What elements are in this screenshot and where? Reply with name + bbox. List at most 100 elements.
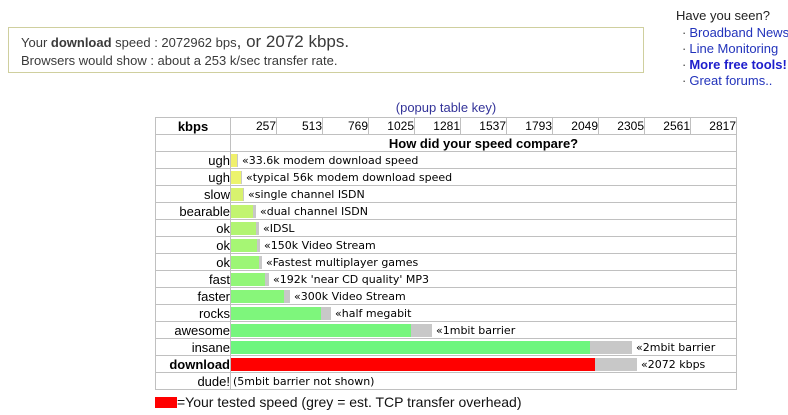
bar-overhead [257, 238, 260, 252]
bullet-icon: · [682, 41, 687, 56]
row-label: bearable [155, 202, 231, 220]
bullet-icon: · [682, 73, 687, 88]
bar-overhead [259, 255, 262, 269]
bar-overhead [590, 340, 632, 354]
speed-bar: «single channel ISDN [231, 187, 736, 202]
link-line-monitoring[interactable]: · Line Monitoring [676, 41, 786, 57]
axis-tick: 2049 [552, 117, 599, 135]
speed-bar: «192k 'near CD quality' MP3 [231, 272, 736, 287]
download-word: download [50, 35, 112, 50]
bar-annotation: «dual channel ISDN [260, 204, 368, 218]
table-row-download: download «2072 kbps [155, 355, 737, 373]
axis-tick: 1537 [460, 117, 507, 135]
link-broadband-news-label[interactable]: Broadband News [689, 25, 788, 40]
bar-annotation: «300k Video Stream [294, 289, 406, 303]
bar-annotation: «single channel ISDN [248, 187, 365, 201]
row-label: ugh [155, 151, 231, 169]
bullet-icon: · [682, 57, 687, 72]
row-label: fast [155, 270, 231, 288]
axis-tick: 513 [276, 117, 323, 135]
tested-speed-bar: «2072 kbps [231, 357, 736, 372]
legend-text: =Your tested speed (grey = est. TCP tran… [177, 394, 522, 410]
speed-result-box: Your download speed : 2072962 bps, or 20… [8, 27, 644, 73]
row-label: dude! [155, 372, 231, 390]
speed-bar: «half megabit [231, 306, 736, 321]
bar-annotation: «IDSL [263, 221, 295, 235]
bar-annotation: «2mbit barrier [636, 340, 716, 354]
row-label-download: download [155, 355, 231, 373]
row-label: ugh [155, 168, 231, 186]
link-more-free-tools-label[interactable]: More free tools! [689, 57, 787, 72]
bar-annotation: «typical 56k modem download speed [246, 170, 453, 184]
link-great-forums-label[interactable]: Great forums.. [689, 73, 773, 88]
speed-bar: «IDSL [231, 221, 736, 236]
speed-bar: «Fastest multiplayer games [231, 255, 736, 270]
table-row: ok «150k Video Stream [155, 236, 737, 254]
empty-cell [155, 134, 231, 152]
speed-kbps-value: , or 2072 kbps. [236, 32, 350, 51]
table-row: awesome «1mbit barrier [155, 321, 737, 339]
bar-annotation: «half megabit [335, 306, 412, 320]
browser-rate-line: Browsers would show : about a 253 k/sec … [21, 53, 338, 68]
popup-table-key-link[interactable]: (popup table key) [395, 100, 497, 115]
bar-annotation: «192k 'near CD quality' MP3 [273, 272, 430, 286]
bar-overhead [595, 357, 637, 371]
bar-overhead [265, 272, 269, 286]
row-label: awesome [155, 321, 231, 339]
bar-fill [231, 204, 253, 218]
speed-bar: «150k Video Stream [231, 238, 736, 253]
table-row: ugh «33.6k modem download speed [155, 151, 737, 169]
chart-title-row: How did your speed compare? [155, 134, 737, 152]
axis-tick: 2817 [690, 117, 737, 135]
bar-annotation: «150k Video Stream [264, 238, 376, 252]
bar-fill [231, 255, 259, 269]
axis-tick: 257 [230, 117, 277, 135]
bar-overhead [411, 323, 432, 337]
bar-annotation: «2072 kbps [641, 357, 706, 371]
table-row: ugh «typical 56k modem download speed [155, 168, 737, 186]
speed-compare-table: kbps 257 513 769 1025 1281 1537 1793 204… [155, 117, 737, 390]
speed-bps-value: speed : 2072962 bps [111, 35, 237, 50]
row-label: rocks [155, 304, 231, 322]
bar-fill [231, 272, 265, 286]
link-more-free-tools[interactable]: · More free tools! [676, 57, 787, 73]
bar-overhead [256, 221, 259, 235]
row-label: ok [155, 219, 231, 237]
bar-fill [231, 153, 237, 167]
axis-header-row: kbps 257 513 769 1025 1281 1537 1793 204… [155, 117, 737, 135]
bar-fill-red [231, 357, 595, 371]
bar-fill [231, 238, 257, 252]
bar-overhead [237, 153, 238, 167]
bar-fill [231, 306, 321, 320]
table-row: fast «192k 'near CD quality' MP3 [155, 270, 737, 288]
bar-fill [231, 340, 590, 354]
bar-overhead [253, 204, 256, 218]
bar-fill [231, 187, 243, 201]
bar-annotation: «1mbit barrier [436, 323, 516, 337]
table-row: ok «Fastest multiplayer games [155, 253, 737, 271]
link-great-forums[interactable]: · Great forums.. [676, 73, 786, 89]
bar-overhead [284, 289, 290, 303]
legend: =Your tested speed (grey = est. TCP tran… [155, 394, 522, 410]
download-speed-line: Your download speed : 2072962 bps, or 20… [21, 31, 643, 53]
bar-fill [231, 221, 256, 235]
table-row: dude! (5mbit barrier not shown) [155, 372, 737, 390]
table-row: bearable «dual channel ISDN [155, 202, 737, 220]
speed-bar: «1mbit barrier [231, 323, 736, 338]
no-bar-note: (5mbit barrier not shown) [232, 374, 736, 389]
bar-annotation: «33.6k modem download speed [242, 153, 419, 167]
table-row: slow «single channel ISDN [155, 185, 737, 203]
table-row: ok «IDSL [155, 219, 737, 237]
bar-overhead [321, 306, 331, 320]
have-you-seen-block: Have you seen? · Broadband News · Line Mon… [676, 8, 788, 89]
link-line-monitoring-label[interactable]: Line Monitoring [689, 41, 779, 56]
row-label: slow [155, 185, 231, 203]
speed-line-prefix: Your [21, 35, 51, 50]
have-you-seen-title: Have you seen? [676, 8, 770, 23]
link-broadband-news[interactable]: · Broadband News [676, 25, 788, 41]
table-row: rocks «half megabit [155, 304, 737, 322]
axis-tick: 1025 [368, 117, 415, 135]
table-row: faster «300k Video Stream [155, 287, 737, 305]
chart-title: How did your speed compare? [230, 134, 737, 152]
bar-annotation: «Fastest multiplayer games [266, 255, 419, 269]
